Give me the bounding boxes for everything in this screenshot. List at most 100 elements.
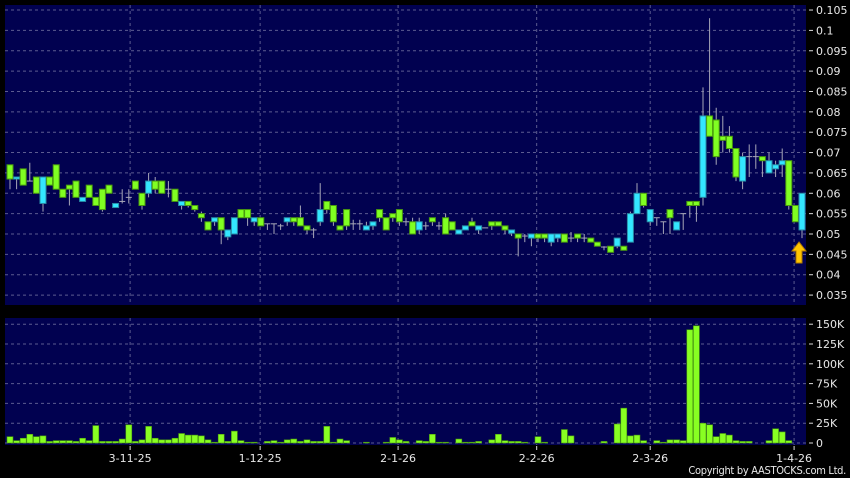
candle-body xyxy=(323,200,331,211)
candle xyxy=(112,202,120,209)
candle xyxy=(310,227,317,239)
candle xyxy=(673,221,681,231)
volume-bar xyxy=(33,436,40,444)
candle xyxy=(125,189,132,204)
candle xyxy=(448,221,456,231)
candle xyxy=(138,192,146,210)
volume-bar xyxy=(79,437,86,444)
candle xyxy=(151,176,159,194)
volume-bar xyxy=(72,441,80,444)
candle-body xyxy=(593,241,601,247)
candle xyxy=(197,211,205,222)
candle-body xyxy=(290,217,298,223)
volume-bar xyxy=(455,438,463,444)
candle-body xyxy=(92,196,100,206)
volume-tick-label: 100K xyxy=(816,358,845,371)
candle xyxy=(32,176,40,194)
candle xyxy=(217,217,225,245)
candle xyxy=(283,217,291,226)
candle-body xyxy=(184,200,192,206)
candle xyxy=(356,219,363,230)
candle xyxy=(204,221,212,231)
candle-body xyxy=(501,225,509,231)
candle-body xyxy=(224,229,232,238)
candle-body xyxy=(369,221,377,227)
candle xyxy=(680,213,687,230)
volume-bar xyxy=(283,439,291,444)
volume-bar xyxy=(745,441,753,444)
candle xyxy=(706,18,714,137)
volume-bar xyxy=(132,441,139,444)
candle xyxy=(568,231,574,243)
price-tick-label: 0.105 xyxy=(816,4,848,17)
candle-body xyxy=(461,225,469,231)
candle xyxy=(85,184,93,198)
candle xyxy=(692,200,700,222)
candle xyxy=(686,200,694,218)
volume-bar xyxy=(739,441,746,444)
price-tick-label: 0.035 xyxy=(816,289,848,302)
candle xyxy=(442,213,450,235)
volume-bar xyxy=(363,441,370,444)
volume-bar xyxy=(118,438,126,444)
candle-body xyxy=(428,217,436,223)
price-tick-label: 0.055 xyxy=(816,208,848,221)
candle-body xyxy=(46,176,54,186)
candle-body xyxy=(316,209,324,223)
candle xyxy=(725,126,733,153)
volume-bar xyxy=(508,441,515,444)
candle xyxy=(350,219,357,230)
candle-body xyxy=(211,217,219,223)
candle xyxy=(541,233,549,243)
candle-body xyxy=(494,221,502,227)
volume-bar xyxy=(382,441,390,444)
candle xyxy=(778,148,786,177)
candle xyxy=(613,237,621,249)
candle xyxy=(574,233,582,243)
candle xyxy=(494,221,502,227)
candle-body xyxy=(475,225,483,231)
candle xyxy=(534,233,542,243)
candle-body xyxy=(448,221,456,231)
volume-bar xyxy=(600,441,608,444)
volume-bar xyxy=(59,440,67,444)
candle-body xyxy=(666,209,674,219)
candle-body xyxy=(719,135,727,141)
volume-bar xyxy=(330,441,337,444)
volume-bar xyxy=(52,440,60,444)
candle xyxy=(376,209,384,222)
volume-tick-label: 75K xyxy=(816,378,838,391)
volume-bar xyxy=(99,441,106,444)
candle xyxy=(230,217,238,235)
candle-body xyxy=(772,164,780,170)
candle xyxy=(699,87,707,206)
volume-bar xyxy=(475,441,482,444)
candle xyxy=(39,176,47,212)
candle-body xyxy=(171,188,179,202)
candle-body xyxy=(620,245,628,251)
candle xyxy=(601,246,607,251)
volume-bar xyxy=(211,441,218,444)
price-tick-label: 0.05 xyxy=(816,228,841,241)
candle-body xyxy=(686,200,694,206)
candle-body xyxy=(488,221,496,227)
candle-body xyxy=(382,217,390,231)
candle xyxy=(336,225,344,231)
candle xyxy=(72,180,80,198)
candle xyxy=(362,221,370,231)
candle xyxy=(303,225,311,234)
candle-body xyxy=(257,217,265,227)
candle-body xyxy=(758,156,766,162)
volume-bar xyxy=(303,439,311,444)
volume-bar xyxy=(105,441,113,444)
volume-bar xyxy=(732,440,740,444)
candle xyxy=(26,162,33,182)
candle-body xyxy=(79,196,87,202)
candle-body xyxy=(296,217,304,227)
candle-body xyxy=(409,221,417,235)
candle-body xyxy=(19,168,27,186)
candle-body xyxy=(699,115,707,198)
volume-bar xyxy=(706,424,713,444)
candle xyxy=(343,209,351,230)
candle-body xyxy=(692,200,700,206)
